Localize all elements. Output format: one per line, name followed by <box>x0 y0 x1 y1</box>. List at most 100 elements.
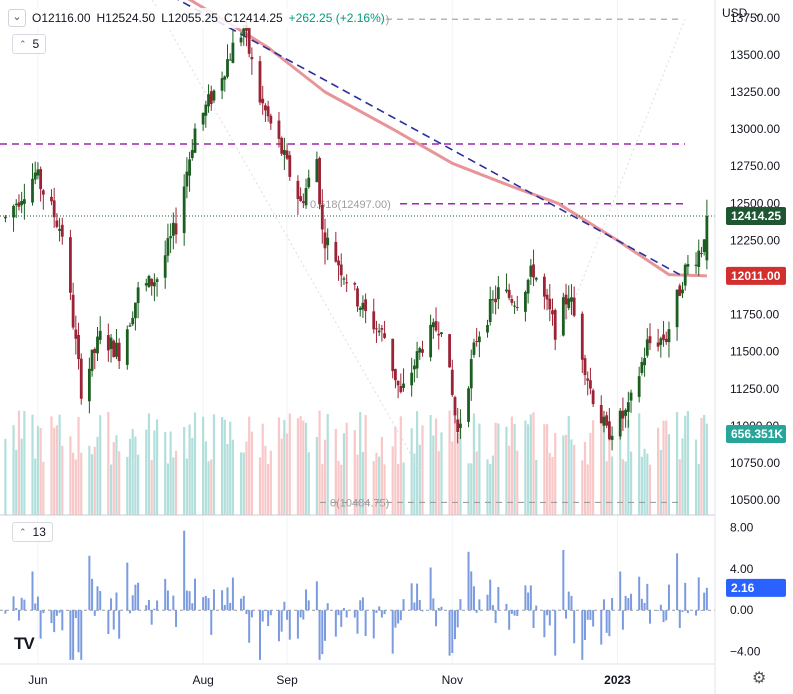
oscillator-bar <box>245 610 248 615</box>
candle-body <box>681 289 684 294</box>
candle-body <box>667 329 671 343</box>
volume-bar <box>326 413 329 515</box>
volume-bar <box>361 452 365 515</box>
volume-bar <box>109 464 113 515</box>
oscillator-bar <box>15 608 18 611</box>
oscillator-bar <box>23 599 26 611</box>
oscillator-bar <box>527 592 530 611</box>
high-value: H12524.50 <box>96 11 156 25</box>
candle-body <box>301 201 305 204</box>
candle-body <box>561 297 565 336</box>
volume-bar <box>107 411 110 515</box>
horizontal-levels <box>0 143 685 205</box>
time-tick-label: Aug <box>192 673 213 687</box>
volume-bar <box>188 424 191 515</box>
oscillator-bar <box>261 610 264 622</box>
indicator-badge-oscillator[interactable]: ⌃ 13 <box>12 522 53 542</box>
candle-body <box>564 294 568 305</box>
volume-bar <box>72 452 75 515</box>
oscillator-bar <box>543 610 546 638</box>
volume-bar <box>223 419 226 515</box>
volume-bar <box>296 418 300 515</box>
volume-bar <box>510 416 513 515</box>
oscillator-bar <box>697 577 700 611</box>
candle-body <box>456 419 460 433</box>
volume-bar <box>583 441 587 515</box>
oscillator-bar <box>662 610 665 623</box>
volume-bar <box>285 433 289 515</box>
oscillator-bar <box>259 610 261 660</box>
oscillator-bar <box>131 595 134 611</box>
candle-body <box>494 298 498 303</box>
volume-bar <box>112 442 115 515</box>
time-axis[interactable]: Jun Aug Sep Nov 2023 <box>28 673 631 687</box>
candle-body <box>131 317 135 325</box>
candle-body <box>231 42 235 63</box>
ohlc-legend: ⌄ O12116.00 H12524.50 L12055.25 C12414.2… <box>8 8 385 28</box>
price-tick-label: 13750.00 <box>730 11 780 25</box>
volume-bar <box>592 420 595 515</box>
oscillator-bar <box>570 595 573 611</box>
price-tick-label: 13000.00 <box>730 122 780 136</box>
volume-bar <box>69 436 72 515</box>
oscillator-bar <box>107 610 110 635</box>
oscillator-bar <box>397 610 400 624</box>
volume-bar <box>545 424 549 515</box>
oscillator-bar <box>229 602 232 611</box>
candle-body <box>475 340 479 342</box>
candle-body <box>410 372 414 386</box>
candle-body <box>185 171 189 187</box>
volume-bar <box>608 439 611 515</box>
candle-body <box>431 322 435 328</box>
volume-bar <box>280 438 283 515</box>
candle-body <box>20 200 24 206</box>
volume-bar <box>486 459 489 515</box>
oscillator-bar <box>337 610 340 616</box>
volume-bar <box>640 456 643 515</box>
candle-body <box>174 223 178 235</box>
volume-bar <box>345 422 348 515</box>
candle-body <box>136 287 140 304</box>
candle-body <box>147 275 151 287</box>
candle-body <box>277 120 281 139</box>
oscillator-bar <box>630 593 633 611</box>
candle-body <box>678 285 682 296</box>
oscillator-axis[interactable]: −4.00 0.00 4.00 8.00 <box>730 520 761 658</box>
candle-body <box>207 94 210 107</box>
candle-body <box>220 78 224 91</box>
candle-body <box>459 423 462 429</box>
oscillator-bar <box>118 610 121 639</box>
oscillator-bar <box>315 581 318 611</box>
candle-body <box>656 342 660 347</box>
gear-icon[interactable]: ⚙ <box>752 670 767 687</box>
volume-bar <box>58 414 61 515</box>
candle-body <box>607 421 611 440</box>
candle-body <box>645 339 649 356</box>
volume-bar <box>378 456 381 515</box>
indicator-badge-main[interactable]: ⌃ 5 <box>12 34 47 54</box>
volume-bar <box>391 446 394 515</box>
candle-body <box>79 358 83 399</box>
candle-body <box>280 137 284 154</box>
candle-body <box>526 279 530 294</box>
candle-body <box>358 307 362 310</box>
oscillator-tick-label: 4.00 <box>730 562 754 576</box>
candle-body <box>683 264 687 286</box>
candle-body <box>106 335 110 351</box>
candle-body <box>87 368 91 402</box>
volume-bar <box>700 417 703 515</box>
oscillator-bar <box>640 598 643 611</box>
oscillator-tick-label: 8.00 <box>730 520 754 534</box>
candle-body <box>572 297 576 316</box>
volume-bar <box>524 420 527 515</box>
oscillator-bar <box>212 589 215 611</box>
legend-toggle-icon[interactable]: ⌄ <box>8 9 26 27</box>
oscillator-bar <box>112 610 115 630</box>
volume-bar <box>678 459 681 515</box>
candle-body <box>589 380 592 389</box>
oscillator-bar <box>20 597 23 611</box>
low-value: L12055.25 <box>161 11 218 25</box>
oscillator-value-label-bg <box>726 578 786 597</box>
currency-selector[interactable]: USD ⌄ <box>722 6 762 20</box>
